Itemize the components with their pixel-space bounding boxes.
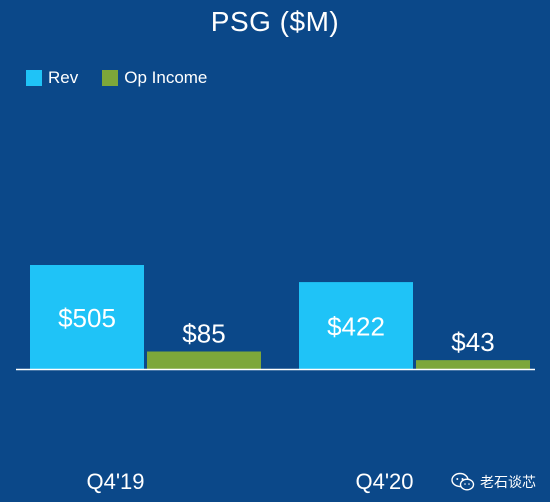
- watermark: 老石谈芯: [451, 472, 536, 492]
- bar-op-income-0: [147, 351, 261, 369]
- legend-label-op-income: Op Income: [124, 68, 208, 87]
- data-label-rev-0: $505: [58, 303, 116, 333]
- legend-item-rev: Rev: [26, 68, 78, 88]
- bar-rev-1: [299, 282, 413, 369]
- chart-title: PSG ($M): [210, 6, 340, 37]
- data-label-op-income-1: $43: [451, 327, 494, 357]
- data-label-rev-1: $422: [327, 312, 385, 342]
- bar-op-income-1: [416, 360, 530, 369]
- legend-swatch-op-income: [102, 70, 119, 86]
- wechat-icon: [451, 472, 475, 491]
- watermark-text: 老石谈芯: [480, 474, 536, 490]
- legend-swatch-rev: [26, 70, 42, 86]
- legend-item-op-income: Op Income: [102, 68, 207, 88]
- legend-label-rev: Rev: [48, 68, 79, 87]
- legend: Rev Op Income: [26, 67, 231, 89]
- category-label-1: Q4'20: [355, 469, 413, 494]
- category-label-0: Q4'19: [86, 469, 144, 494]
- data-label-op-income-0: $85: [182, 318, 225, 348]
- bar-rev-0: [30, 265, 144, 369]
